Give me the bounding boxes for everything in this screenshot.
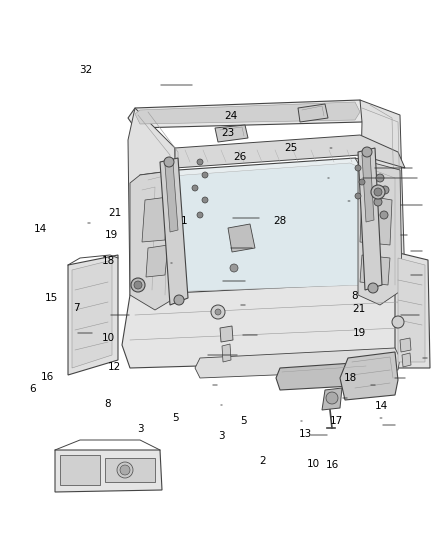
Circle shape (215, 309, 221, 315)
Text: 18: 18 (102, 256, 115, 266)
Polygon shape (135, 102, 360, 124)
Polygon shape (358, 148, 382, 290)
Text: 10: 10 (307, 459, 320, 469)
Polygon shape (228, 224, 255, 252)
Polygon shape (72, 260, 112, 368)
Polygon shape (322, 388, 342, 410)
Polygon shape (68, 255, 118, 375)
Circle shape (164, 157, 174, 167)
Text: 19: 19 (353, 328, 366, 338)
Text: 14: 14 (374, 401, 388, 411)
Polygon shape (160, 158, 188, 305)
Circle shape (230, 264, 238, 272)
Circle shape (392, 316, 404, 328)
Polygon shape (165, 163, 178, 232)
Polygon shape (195, 348, 400, 378)
Text: 6: 6 (29, 384, 36, 394)
Circle shape (131, 278, 145, 292)
Text: 24: 24 (225, 111, 238, 121)
Text: 23: 23 (221, 128, 234, 138)
Text: 8: 8 (351, 291, 358, 301)
Polygon shape (395, 252, 430, 368)
Circle shape (380, 211, 388, 219)
Text: 18: 18 (344, 374, 357, 383)
Text: 3: 3 (137, 424, 144, 434)
Text: 21: 21 (353, 304, 366, 314)
Text: 26: 26 (233, 152, 247, 162)
Circle shape (197, 159, 203, 165)
Text: 3: 3 (218, 431, 225, 441)
Polygon shape (142, 197, 168, 242)
Polygon shape (122, 282, 408, 368)
Text: 19: 19 (105, 230, 118, 239)
Polygon shape (128, 108, 178, 310)
Text: 5: 5 (240, 416, 247, 426)
Circle shape (174, 295, 184, 305)
Text: 16: 16 (326, 460, 339, 470)
Circle shape (117, 462, 133, 478)
Circle shape (134, 281, 142, 289)
Polygon shape (55, 450, 162, 492)
Circle shape (202, 172, 208, 178)
Circle shape (362, 147, 372, 157)
Polygon shape (358, 100, 405, 305)
Text: 8: 8 (104, 399, 111, 409)
Text: 15: 15 (45, 294, 58, 303)
Text: 2: 2 (259, 456, 266, 466)
Text: 21: 21 (108, 208, 121, 218)
Polygon shape (60, 455, 100, 485)
Text: 1: 1 (180, 216, 187, 226)
Circle shape (192, 185, 198, 191)
Polygon shape (360, 255, 390, 285)
Polygon shape (340, 352, 398, 400)
Circle shape (368, 283, 378, 293)
Circle shape (197, 212, 203, 218)
Polygon shape (175, 135, 405, 168)
Polygon shape (402, 353, 411, 367)
Polygon shape (360, 195, 392, 245)
Polygon shape (220, 326, 233, 342)
Text: 14: 14 (34, 224, 47, 234)
Polygon shape (148, 163, 393, 292)
Polygon shape (276, 362, 372, 390)
Text: 13: 13 (299, 430, 312, 439)
Polygon shape (105, 458, 155, 482)
Text: 7: 7 (73, 303, 80, 313)
Polygon shape (398, 258, 425, 362)
Circle shape (355, 193, 361, 199)
Circle shape (355, 165, 361, 171)
Circle shape (211, 305, 225, 319)
Polygon shape (355, 158, 402, 305)
Text: 32: 32 (79, 66, 92, 75)
Polygon shape (298, 104, 328, 122)
Text: 12: 12 (108, 362, 121, 372)
Circle shape (374, 198, 382, 206)
Polygon shape (222, 344, 231, 362)
Polygon shape (400, 338, 411, 352)
Polygon shape (146, 245, 168, 277)
Circle shape (202, 197, 208, 203)
Circle shape (120, 465, 130, 475)
Polygon shape (140, 158, 400, 298)
Circle shape (374, 188, 382, 196)
Text: 25: 25 (285, 143, 298, 153)
Text: 28: 28 (274, 216, 287, 226)
Circle shape (326, 392, 338, 404)
Polygon shape (128, 100, 368, 128)
Circle shape (371, 185, 385, 199)
Text: 5: 5 (172, 414, 179, 423)
Circle shape (359, 179, 365, 185)
Polygon shape (215, 125, 248, 142)
Text: 10: 10 (102, 334, 115, 343)
Text: 16: 16 (41, 373, 54, 382)
Polygon shape (362, 153, 374, 222)
Text: 17: 17 (330, 416, 343, 426)
Circle shape (381, 186, 389, 194)
Polygon shape (130, 170, 178, 310)
Circle shape (376, 174, 384, 182)
